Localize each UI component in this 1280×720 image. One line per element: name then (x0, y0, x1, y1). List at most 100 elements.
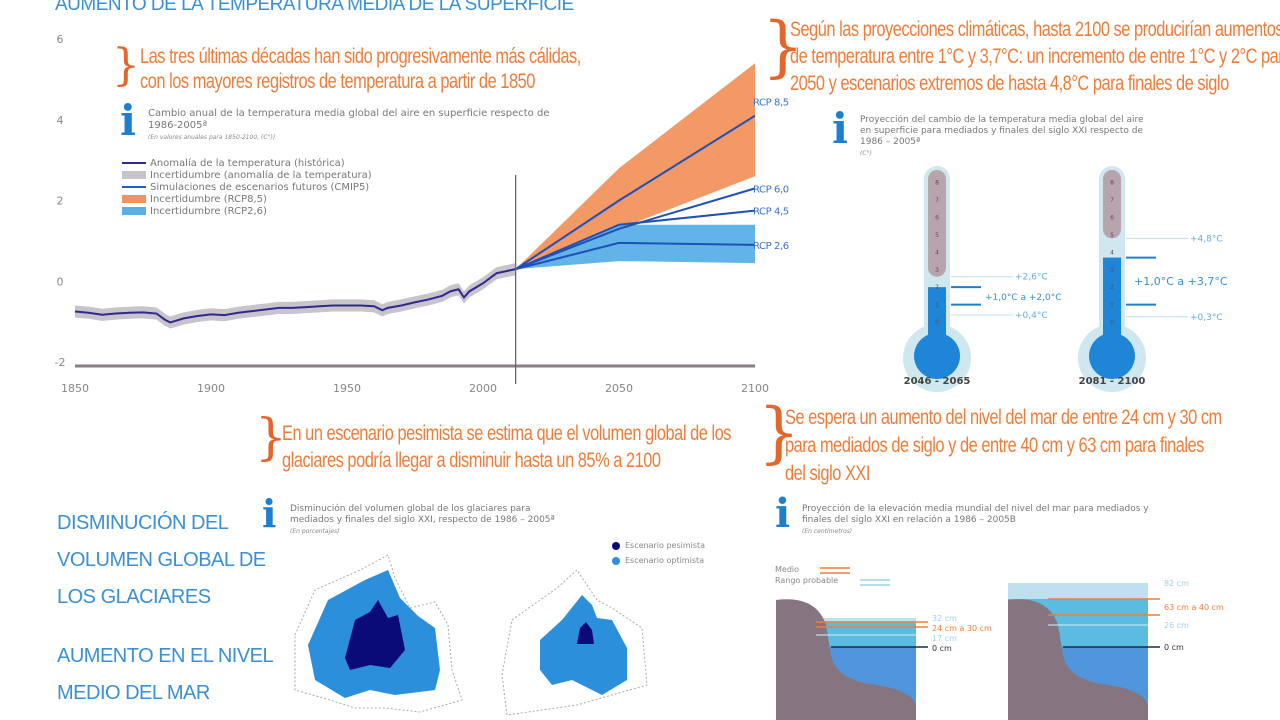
coast-shape (776, 599, 916, 720)
projection-label: RCP 2,6 (753, 241, 789, 252)
brace-icon: } (758, 394, 800, 471)
low-label: 26 cm (1164, 621, 1189, 630)
x-tick-label: 2050 (605, 382, 633, 395)
glacier-pessimistic (345, 600, 405, 670)
highlight-line: glaciares podría llegar a disminuir hast… (282, 449, 661, 472)
brace-icon: } (762, 8, 804, 85)
glacier-legend: Escenario pesimista Escenario optimista (612, 538, 705, 568)
thermometer-fill (1103, 257, 1121, 342)
highlight-line: Las tres últimas décadas han sido progre… (140, 45, 581, 68)
legend-label: Incertidumbre (RCP8,5) (150, 193, 267, 205)
thermometer-tick: 1 (1110, 302, 1114, 309)
period-label: 2046 - 2065 (904, 376, 971, 387)
x-tick-label: 1950 (333, 382, 361, 395)
thermometer-bulb (914, 333, 960, 379)
y-tick-label: 6 (57, 33, 64, 46)
uncertainty-band-rcp26 (515, 224, 755, 270)
legend-label: Simulaciones de escenarios futuros (CMIP… (150, 181, 370, 193)
info-title-line: Proyección del cambio de la temperatura … (860, 115, 1144, 125)
thermometer-tick: 0 (935, 319, 939, 326)
highlight-glaciers: En un escenario pesimista se estima que … (282, 420, 731, 474)
thermometer-tick: 2 (935, 284, 939, 291)
chart-info-title: Cambio anual de la temperatura media glo… (148, 108, 588, 144)
title-line: medio del mar (57, 682, 210, 704)
y-tick-label: 0 (57, 275, 64, 288)
top-label: 32 cm (932, 614, 957, 623)
title-line: los glaciares (57, 586, 211, 608)
legend-band-swatch (122, 195, 146, 203)
chart-bands (75, 63, 755, 329)
glacier-2050 (294, 554, 463, 713)
historical-uncertainty-band (75, 263, 516, 329)
title-line: Aumento en el nivel (57, 645, 274, 667)
info-subtitle: (En valores anuales para 1850-2100, (C°)… (148, 134, 276, 141)
temperature-chart: RCP 8,5 RCP 6,0 RCP 4,5 RCP 2,6 1850 1900 195… (55, 33, 790, 395)
legend-item: Simulaciones de escenarios futuros (CMIP… (122, 181, 372, 193)
info-title-line: 1986 – 2005ª (860, 137, 921, 147)
info-title-line: Disminución del volumen global de los gl… (290, 504, 531, 514)
highlight-line: para mediados de siglo y de entre 40 cm … (785, 434, 1204, 457)
legend-item: Incertidumbre (RCP2,6) (122, 205, 372, 217)
thermometer-tick: 2 (1110, 284, 1114, 291)
section-title-sea-level: Aumento en el nivel medio del mar (57, 638, 274, 712)
thermometer: 0 1 2 3 4 5 6 7 8 +2,6°C +1,0°C a +2,0°C +0,4°C 2046… (903, 166, 1062, 392)
projection-line (515, 241, 756, 271)
sea-legend: Medio Rango probable (775, 564, 838, 586)
legend-item: Anomalía de la temperatura (histórica) (122, 157, 372, 169)
uncertainty-band-rcp85 (515, 63, 755, 270)
highlight-line: con los mayores registros de temperatura… (140, 70, 535, 93)
x-tick-label: 1900 (197, 382, 225, 395)
thermometer-tick: 7 (1110, 197, 1114, 204)
legend-dot (612, 541, 620, 550)
thermometer-tick: 4 (935, 249, 939, 256)
legend-line-swatch (122, 186, 146, 188)
thermometer-tick: 5 (935, 232, 939, 239)
thermometer-tick: 5 (1110, 232, 1114, 239)
info-title-line: Proyección de la elevación media mundial… (802, 504, 1149, 514)
sea-level-panel: 82 cm 63 cm a 40 cm 26 cm 0 cm (1008, 579, 1224, 720)
chart-lines (74, 114, 756, 324)
mean-label: 63 cm a 40 cm (1164, 603, 1224, 612)
info-subtitle: (En porcentajes) (290, 528, 340, 535)
info-subtitle: (En centímetros) (802, 528, 853, 535)
projection-line (515, 114, 756, 270)
thermometer-tick: 8 (935, 180, 939, 187)
thermometer-tick: 7 (935, 197, 939, 204)
thermometer-tick: 4 (1110, 249, 1114, 256)
y-tick-label: -2 (55, 356, 66, 369)
highlight-sea-level: Se espera un aumento del nivel del mar d… (785, 404, 1222, 488)
info-title-line: mediados y finales del siglo XXI, respec… (290, 515, 555, 525)
chart-axes: 1850 1900 1950 2000 2050 2100 6 4 2 0 -2 (55, 33, 769, 395)
historical-line (74, 268, 516, 324)
thermometer-tick: 0 (1110, 319, 1114, 326)
info-icon: i (262, 491, 277, 536)
info-icon: i (120, 96, 136, 145)
glacier-optimistic (540, 595, 627, 695)
thermometer-upper-scale (1103, 170, 1121, 239)
legend-label: Incertidumbre (anomalía de la temperatur… (150, 169, 372, 181)
info-icon: i (832, 104, 848, 153)
legend-label-rango: Rango probable (775, 576, 839, 585)
glacier-info-title: Disminución del volumen global de los gl… (290, 504, 555, 537)
x-tick-label: 1850 (61, 382, 89, 395)
highlight-temperature: Las tres últimas décadas han sido progre… (140, 44, 581, 94)
projection-label: RCP 6,0 (753, 184, 789, 195)
legend-band-swatch (122, 171, 146, 179)
thermo-info-title: Proyección del cambio de la temperatura … (860, 115, 1220, 159)
highlight-line: Se espera un aumento del nivel del mar d… (785, 406, 1222, 429)
highlight-line: de temperatura entre 1°C y 3,7°C: un inc… (790, 45, 1280, 68)
range-label: +1,0°C a +3,7°C (1134, 275, 1228, 288)
zero-label: 0 cm (1164, 643, 1184, 652)
section-title-glaciers: Disminución del volumen global de los gl… (57, 505, 266, 616)
thermometer-upper-scale (928, 170, 946, 277)
info-title-line: en superficie para mediados y finales de… (860, 126, 1144, 136)
top-label: 82 cm (1164, 579, 1189, 588)
section-title-temperature: Aumento de la temperatura media de la su… (55, 0, 574, 15)
legend-label: Anomalía de la temperatura (histórica) (150, 157, 345, 169)
legend-band-swatch (122, 207, 146, 215)
min-label: +0,4°C (1015, 311, 1048, 321)
period-label: 2081 - 2100 (1079, 376, 1146, 387)
